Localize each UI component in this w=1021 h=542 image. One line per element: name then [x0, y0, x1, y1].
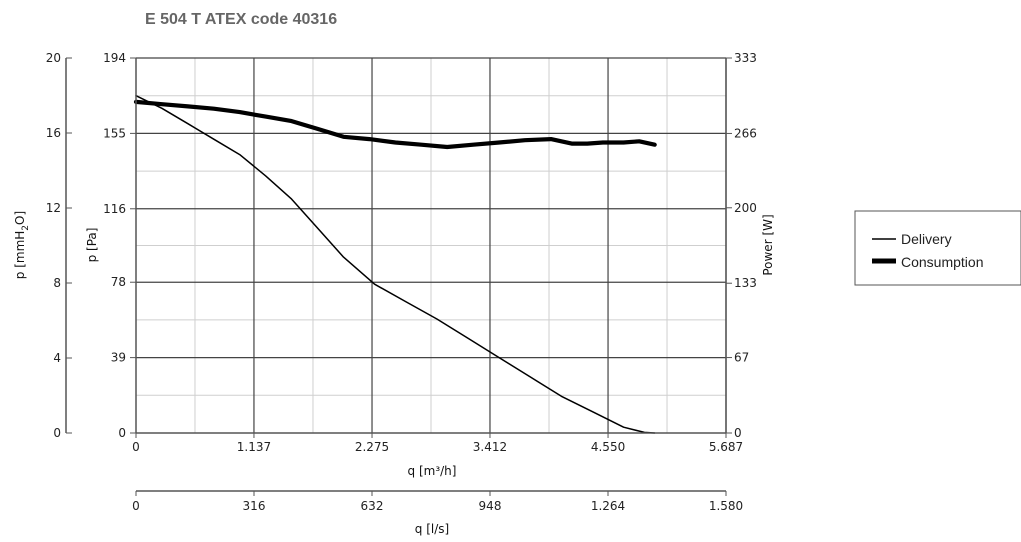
legend-label-consumption: Consumption	[901, 254, 984, 270]
y-outer-tick-label: 16	[46, 126, 61, 140]
x2-tick-label: 1.580	[709, 499, 743, 513]
x-tick-label: 1.137	[237, 440, 271, 454]
y-tick-label: 78	[111, 275, 126, 289]
x2-tick-label: 948	[479, 499, 502, 513]
y-outer-axis-label-main: p [mmH	[13, 231, 27, 280]
y-right-tick-label: 0	[734, 426, 742, 440]
y-right-tick-label: 333	[734, 51, 757, 65]
x2-tick-label: 316	[243, 499, 266, 513]
y-right-tick-label: 133	[734, 276, 757, 290]
series-line-delivery	[135, 94, 656, 434]
x-tick-label: 4.550	[591, 440, 625, 454]
y-right-tick-label: 200	[734, 201, 757, 215]
series-layer	[133, 94, 657, 434]
y-tick-label: 39	[111, 351, 126, 365]
y-tick-label: 116	[103, 202, 126, 216]
grid	[136, 57, 727, 433]
legend: Delivery Consumption	[854, 210, 1021, 286]
x-tick-label: 2.275	[355, 440, 389, 454]
y-tick-label: 0	[118, 426, 126, 440]
x2-tick-label: 632	[361, 499, 384, 513]
x2-tick-label: 1.264	[591, 499, 625, 513]
x2-tick-label: 0	[132, 499, 140, 513]
x-tick-label: 5.687	[709, 440, 743, 454]
y-outer-tick-label: 0	[53, 426, 61, 440]
y-outer-axis-label-sub: 2	[21, 225, 31, 231]
y-axis-label: p [Pa]	[85, 228, 99, 263]
x-tick-label: 3.412	[473, 440, 507, 454]
y-outer-tick-label: 8	[53, 276, 61, 290]
y-outer-axis-label: p [mmH2O]	[13, 211, 31, 279]
chart-title: E 504 T ATEX code 40316	[145, 11, 337, 28]
y-outer-axis-label-end: O]	[13, 211, 27, 225]
y-right-tick-label: 266	[734, 126, 757, 140]
x2-axis-label: q [l/s]	[415, 522, 449, 536]
legend-box	[854, 210, 1021, 286]
x-axis-label: q [m³/h]	[408, 464, 457, 478]
y-outer-tick-label: 20	[46, 51, 61, 65]
y-tick-label: 155	[103, 126, 126, 140]
x-tick-label: 0	[132, 440, 140, 454]
y-outer-tick-label: 12	[46, 201, 61, 215]
series-line-consumption	[133, 99, 657, 150]
y-tick-label: 194	[103, 51, 126, 65]
legend-label-delivery: Delivery	[901, 231, 952, 247]
y-outer-tick-label: 4	[53, 351, 61, 365]
y-right-tick-label: 67	[734, 351, 749, 365]
y-right-axis-label: Power [W]	[761, 214, 775, 275]
